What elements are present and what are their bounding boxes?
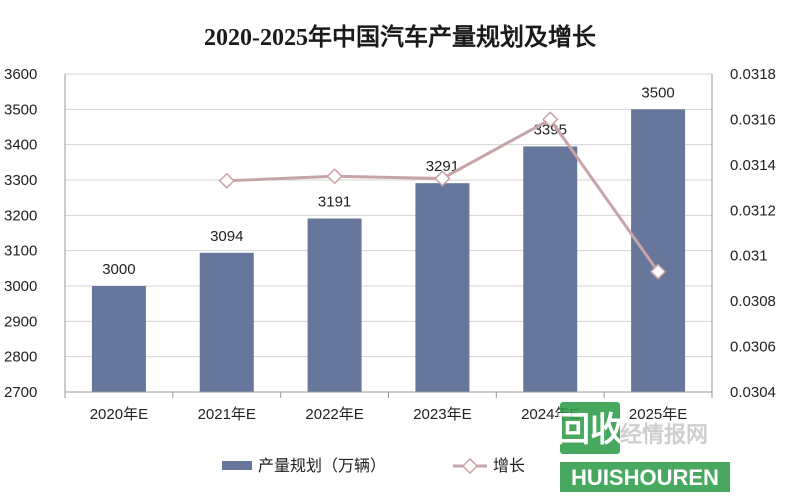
y-left-tick-label: 3000	[4, 278, 37, 295]
grid	[65, 73, 712, 393]
y-left-tick-label: 2700	[4, 384, 37, 401]
y-right-tick-label: 0.0308	[730, 293, 776, 310]
growth-point	[326, 168, 343, 185]
bar-value-label: 3291	[426, 158, 459, 175]
y-right-tick-label: 0.031	[730, 248, 768, 265]
x-tick-label: 2023年E	[413, 406, 471, 423]
growth-point	[218, 172, 235, 189]
y-left-tick-label: 3500	[4, 101, 37, 118]
bar	[307, 218, 362, 392]
watermark: 回收 经情报网 HUISHOUREN	[556, 402, 730, 492]
y-right-tick-label: 0.0312	[730, 202, 776, 219]
y-right-tick-label: 0.0304	[730, 384, 776, 401]
y-right-tick-label: 0.0314	[730, 157, 776, 174]
y-left-tick-label: 3600	[4, 66, 37, 83]
y-right-tick-label: 0.0318	[730, 66, 776, 83]
legend-line-marker	[461, 457, 479, 475]
watermark-brand-box	[560, 462, 730, 492]
x-tick-label: 2022年E	[305, 406, 363, 423]
legend-bar-label: 产量规划（万辆）	[258, 457, 386, 475]
x-tick-label: 2025年E	[629, 406, 687, 423]
watermark-brand-text: HUISHOUREN	[571, 465, 719, 490]
legend-line-label: 增长	[493, 457, 525, 475]
bar	[415, 183, 470, 392]
growth-point	[434, 170, 451, 187]
bar	[91, 286, 146, 392]
y-left-tick-label: 3300	[4, 172, 37, 189]
line-series	[218, 111, 667, 280]
y-left-tick-label: 2800	[4, 349, 37, 366]
growth-point	[542, 111, 559, 128]
x-tick-label: 2020年E	[90, 406, 148, 423]
watermark-site-text: 经情报网	[620, 422, 708, 447]
bar-value-label: 3191	[318, 194, 351, 211]
bar	[199, 252, 254, 392]
legend-bar-swatch	[222, 461, 252, 470]
bar	[523, 146, 578, 392]
y-left-tick-label: 3100	[4, 243, 37, 260]
bar-value-label: 3094	[210, 228, 243, 245]
x-tick-label: 2021年E	[198, 406, 256, 423]
legend: 产量规划（万辆） 增长	[222, 457, 525, 475]
bar-value-label: 3000	[102, 261, 135, 278]
watermark-logo-box	[560, 402, 620, 454]
chart-title: 2020-2025年中国汽车产量规划及增长	[204, 23, 597, 51]
bar-value-label: 3500	[641, 84, 674, 101]
y-left-tick-label: 3200	[4, 207, 37, 224]
y-right-tick-label: 0.0306	[730, 339, 776, 356]
growth-point	[649, 263, 667, 280]
y-left-tick-label: 3400	[4, 137, 37, 154]
bar	[631, 109, 686, 392]
y-left-tick-label: 2900	[4, 313, 37, 330]
y-right-tick-label: 0.0316	[730, 111, 776, 128]
watermark-logo-text: 回收	[556, 411, 624, 449]
